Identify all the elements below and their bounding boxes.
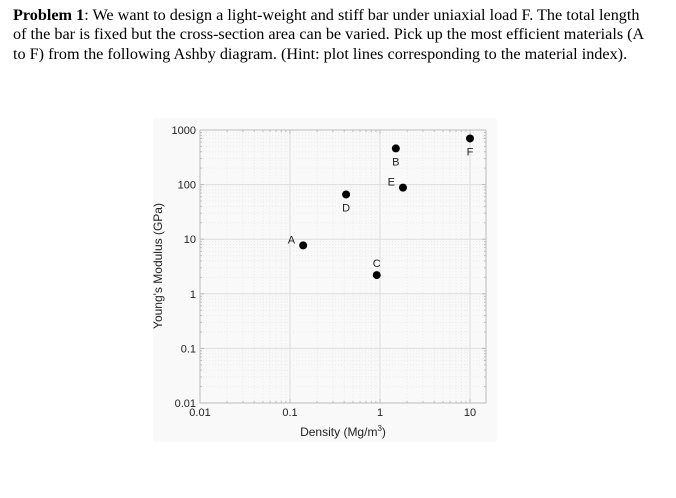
- y-tick-label: 0.01: [175, 398, 196, 410]
- point-marker: [299, 241, 308, 250]
- problem-statement: Problem 1: We want to design a light-wei…: [13, 6, 653, 64]
- data-point-b: B: [391, 144, 400, 168]
- y-tick-label: 1000: [172, 125, 196, 137]
- y-tick-label: 10: [184, 234, 196, 246]
- point-label: B: [392, 156, 399, 168]
- point-marker: [466, 134, 474, 143]
- point-label: D: [342, 202, 350, 214]
- x-tick-labels: 0.01 0.1 1 10: [189, 407, 476, 419]
- point-marker: [372, 271, 381, 280]
- problem-text: : We want to design a light-weight and s…: [13, 6, 644, 63]
- x-tick-label: 10: [464, 407, 476, 419]
- data-point-f: F: [466, 134, 474, 158]
- y-tick-label: 100: [178, 180, 196, 192]
- x-axis-label: Density (Mg/m3): [300, 424, 386, 439]
- problem-label: Problem 1: [13, 6, 85, 24]
- point-label: A: [288, 234, 296, 246]
- y-tick-labels: 1000 100 10 1 0.1 0.01: [172, 125, 196, 410]
- y-tick-label: 0.1: [181, 343, 196, 355]
- plot-frame: [199, 129, 487, 404]
- point-label: F: [467, 146, 474, 158]
- data-point-e: E: [388, 177, 407, 192]
- point-marker: [398, 183, 407, 192]
- x-tick-label: 1: [377, 407, 383, 419]
- x-tick-label: 0.01: [189, 407, 210, 419]
- y-tick-label: 1: [190, 289, 196, 301]
- y-axis-label: Young's Modulus (GPa): [151, 203, 165, 329]
- data-point-d: D: [342, 190, 350, 214]
- chart-panel-background: [153, 118, 497, 442]
- point-label: E: [388, 177, 395, 189]
- x-tick-label: 0.1: [282, 407, 297, 419]
- data-point-c: C: [372, 258, 381, 280]
- data-points: A B C D E F: [288, 134, 474, 280]
- point-label: C: [373, 258, 381, 270]
- axis-ticks: [199, 130, 486, 404]
- point-marker: [342, 190, 351, 199]
- point-marker: [391, 144, 400, 153]
- data-point-a: A: [288, 234, 308, 250]
- grid-lines: [199, 130, 486, 404]
